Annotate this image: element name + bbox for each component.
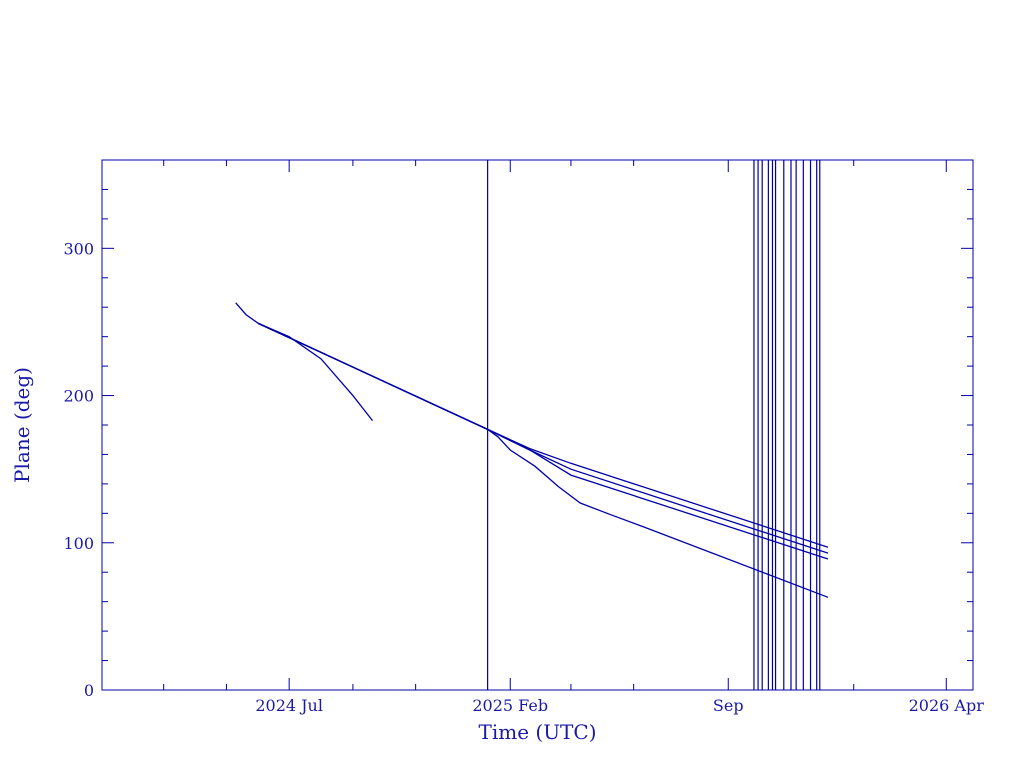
vertical-markers — [487, 160, 821, 690]
x-axis-title: Time (UTC) — [479, 720, 597, 744]
series-line-1 — [235, 302, 374, 422]
plot-frame — [101, 159, 974, 691]
y-tick-label: 100 — [63, 534, 94, 553]
x-tick-label: 2026 Apr — [909, 696, 985, 715]
series-lines — [235, 302, 829, 598]
x-tick-label: Sep — [713, 696, 744, 715]
x-tick-label: 2024 Jul — [255, 696, 323, 715]
y-tick-label: 0 — [84, 681, 94, 700]
minor-ticks — [102, 159, 973, 690]
y-tick-labels: 0 100 200 300 — [63, 239, 94, 700]
x-tick-labels: 2024 Jul 2025 Feb Sep 2026 Apr — [255, 696, 984, 715]
series-line-3 — [258, 322, 829, 560]
series-line-2 — [258, 322, 829, 598]
x-tick-label: 2025 Feb — [472, 696, 548, 715]
y-axis-title: Plane (deg) — [10, 367, 34, 483]
y-tick-label: 200 — [63, 387, 94, 406]
y-tick-label: 300 — [63, 239, 94, 258]
series-line-5 — [258, 322, 829, 548]
major-ticks — [102, 160, 973, 691]
